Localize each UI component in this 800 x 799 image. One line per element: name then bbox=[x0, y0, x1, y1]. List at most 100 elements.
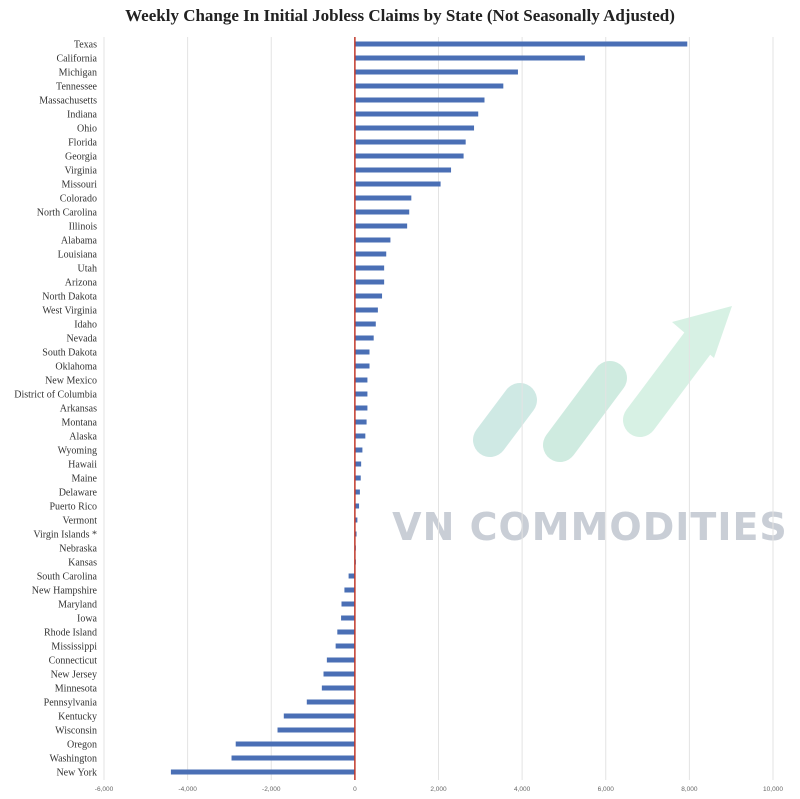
category-label: South Dakota bbox=[42, 348, 97, 359]
bar bbox=[235, 741, 355, 747]
category-label: Nebraska bbox=[59, 544, 97, 555]
bar bbox=[354, 55, 585, 61]
bar bbox=[321, 685, 355, 691]
bar bbox=[354, 83, 504, 89]
category-label: West Virginia bbox=[42, 306, 97, 317]
category-label: Mississippi bbox=[51, 642, 97, 653]
watermark-stroke bbox=[473, 383, 537, 457]
category-label: Connecticut bbox=[49, 656, 98, 667]
category-label: New Jersey bbox=[51, 670, 97, 681]
x-tick-label: 2,000 bbox=[430, 786, 447, 793]
category-label: Kansas bbox=[68, 558, 97, 569]
bar bbox=[354, 377, 368, 383]
category-label: Iowa bbox=[77, 614, 98, 625]
category-label: District of Columbia bbox=[14, 390, 97, 401]
bar bbox=[341, 601, 355, 607]
category-label: Utah bbox=[78, 264, 97, 275]
category-label: Tennessee bbox=[56, 82, 98, 93]
bar bbox=[354, 293, 383, 299]
category-label: Michigan bbox=[59, 68, 97, 79]
category-label: Pennsylvania bbox=[44, 698, 98, 709]
category-label: Missouri bbox=[61, 180, 97, 191]
watermark-arrowhead bbox=[672, 306, 732, 358]
category-label: Colorado bbox=[60, 194, 97, 205]
watermark-stroke bbox=[543, 361, 627, 462]
bar bbox=[354, 391, 368, 397]
category-label: Arizona bbox=[65, 278, 98, 289]
category-label: Alaska bbox=[69, 432, 97, 443]
bar bbox=[354, 195, 412, 201]
bar bbox=[354, 307, 378, 313]
category-label: Virginia bbox=[64, 166, 97, 177]
category-label: New York bbox=[56, 768, 97, 779]
bar bbox=[348, 573, 355, 579]
bar bbox=[354, 447, 363, 453]
bar bbox=[354, 139, 466, 145]
category-label: Montana bbox=[61, 418, 97, 429]
category-label: Minnesota bbox=[55, 684, 98, 695]
category-label: Wyoming bbox=[58, 446, 97, 457]
bar bbox=[354, 489, 360, 495]
bar bbox=[354, 419, 367, 425]
bar bbox=[354, 517, 358, 523]
bar bbox=[354, 41, 688, 47]
category-label: Ohio bbox=[77, 124, 97, 135]
bar bbox=[341, 615, 355, 621]
category-label: Wisconsin bbox=[55, 726, 97, 737]
bar bbox=[354, 461, 362, 467]
category-label: Oregon bbox=[67, 740, 97, 751]
bar bbox=[354, 223, 408, 229]
bar bbox=[354, 265, 385, 271]
category-label: Maryland bbox=[58, 600, 97, 611]
bar bbox=[277, 727, 355, 733]
bar bbox=[335, 643, 355, 649]
bar bbox=[231, 755, 355, 761]
category-label: Maine bbox=[71, 474, 97, 485]
category-label: Delaware bbox=[59, 488, 98, 499]
category-label: Alabama bbox=[61, 236, 98, 247]
bar bbox=[354, 153, 464, 159]
bar bbox=[354, 251, 387, 257]
bar bbox=[354, 321, 376, 327]
bar bbox=[354, 209, 410, 215]
category-label: New Hampshire bbox=[32, 586, 98, 597]
x-tick-label: -2,000 bbox=[262, 786, 281, 793]
category-label: Indiana bbox=[67, 110, 98, 121]
watermark-stroke bbox=[623, 323, 717, 437]
category-label: Massachusetts bbox=[39, 96, 97, 107]
category-label: Georgia bbox=[65, 152, 98, 163]
bar bbox=[354, 237, 391, 243]
x-tick-label: -6,000 bbox=[95, 786, 114, 793]
bar bbox=[344, 587, 355, 593]
category-label: Louisiana bbox=[58, 250, 98, 261]
bar bbox=[283, 713, 355, 719]
x-tick-label: 0 bbox=[353, 786, 357, 793]
bar bbox=[354, 279, 385, 285]
category-label: Rhode Island bbox=[44, 628, 97, 639]
watermark-logo bbox=[473, 306, 732, 462]
category-label: California bbox=[56, 54, 97, 65]
bar bbox=[170, 769, 355, 775]
category-label: Arkansas bbox=[60, 404, 97, 415]
category-label: North Carolina bbox=[37, 208, 98, 219]
bar bbox=[337, 629, 355, 635]
bar bbox=[354, 405, 368, 411]
category-label: Illinois bbox=[69, 222, 97, 233]
category-label: Vermont bbox=[63, 516, 98, 527]
category-label: Virgin Islands * bbox=[33, 530, 97, 541]
bar bbox=[354, 335, 374, 341]
bar bbox=[354, 111, 479, 117]
bar bbox=[354, 97, 485, 103]
chart-title: Weekly Change In Initial Jobless Claims … bbox=[125, 6, 675, 25]
bar bbox=[306, 699, 355, 705]
category-label: South Carolina bbox=[37, 572, 98, 583]
bar bbox=[354, 475, 361, 481]
category-label: Florida bbox=[68, 138, 97, 149]
category-label: North Dakota bbox=[42, 292, 97, 303]
bar bbox=[354, 503, 360, 509]
category-label: Nevada bbox=[66, 334, 97, 345]
x-tick-label: 8,000 bbox=[681, 786, 698, 793]
bar bbox=[354, 531, 357, 537]
